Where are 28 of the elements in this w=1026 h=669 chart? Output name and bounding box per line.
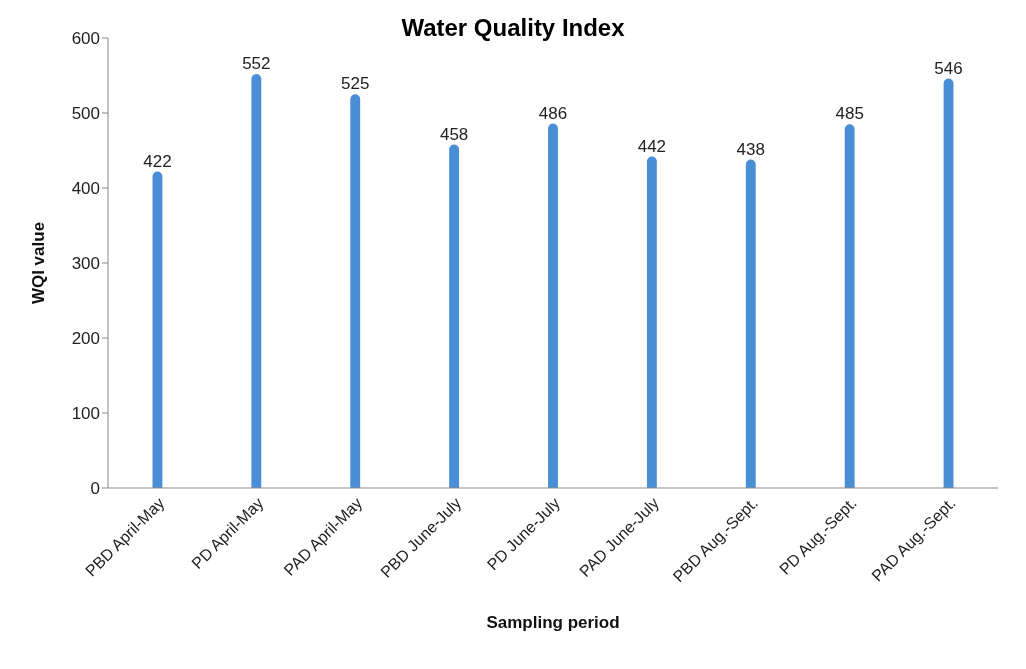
data-label: 552 <box>242 54 271 73</box>
x-axis-title: Sampling period <box>486 613 620 632</box>
data-label: 546 <box>934 58 963 78</box>
data-label: 458 <box>439 124 469 144</box>
data-label: 485 <box>835 104 864 124</box>
data-label: 442 <box>637 136 667 156</box>
data-label: 525 <box>341 74 370 94</box>
chart-title: Water Quality Index <box>401 14 625 41</box>
bar <box>646 156 657 488</box>
y-tick-label: 200 <box>71 329 100 349</box>
bar <box>943 78 954 488</box>
y-tick-label: 500 <box>71 104 100 124</box>
data-label: 438 <box>736 139 765 159</box>
bar <box>844 124 855 488</box>
y-tick-label: 400 <box>71 179 100 199</box>
bar <box>548 123 558 488</box>
y-tick-label: 0 <box>90 479 100 499</box>
y-tick-label: 100 <box>71 404 100 424</box>
bar <box>152 171 163 488</box>
data-label: 486 <box>538 103 568 123</box>
data-label: 422 <box>143 151 172 171</box>
y-tick-label: 300 <box>71 254 100 274</box>
bar <box>745 159 756 488</box>
bar <box>350 94 361 488</box>
bar <box>251 74 262 488</box>
y-tick-label: 600 <box>71 29 100 49</box>
bar <box>449 144 460 488</box>
y-axis-title: WQI value <box>29 221 49 305</box>
